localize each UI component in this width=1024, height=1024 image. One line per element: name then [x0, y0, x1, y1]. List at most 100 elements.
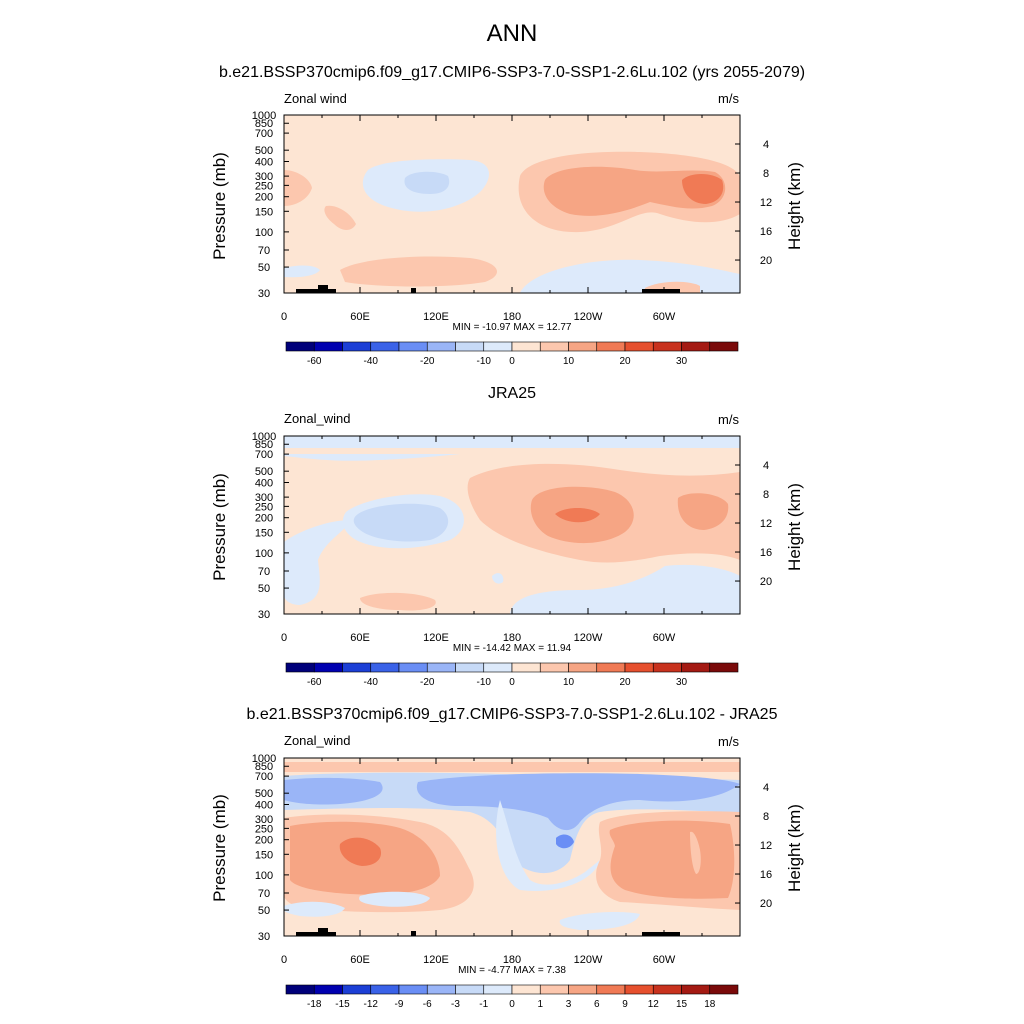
panel-3-y-axis-title: Pressure (mb)	[210, 794, 229, 902]
panel-2-contour-pos-right	[677, 493, 729, 530]
colorbar-swatch	[285, 662, 315, 673]
colorbar-swatch	[624, 984, 654, 995]
panel-1-contour-neg-inner	[404, 171, 450, 194]
panel-1-title: b.e21.BSSP370cmip6.f09_g17.CMIP6-SSP3-7.…	[218, 64, 806, 81]
colorbar-swatch	[568, 341, 598, 352]
height-tick-label: 4	[763, 782, 769, 794]
panel-2-minmax: MIN = -14.42 MAX = 11.94	[452, 643, 572, 654]
pressure-tick-label: 400	[255, 478, 273, 490]
colorbar-swatch	[342, 341, 372, 352]
height-tick-label: 8	[763, 811, 769, 823]
colorbar-label: 30	[676, 356, 688, 367]
pressure-tick-label: 700	[255, 449, 273, 461]
height-tick-label: 16	[760, 547, 772, 559]
colorbar-swatch	[652, 341, 682, 352]
colorbar-swatch	[709, 341, 739, 352]
panel-3-contour-pos-top	[284, 762, 740, 772]
colorbar-swatch	[455, 662, 485, 673]
colorbar-swatch	[370, 662, 400, 673]
panel-1-topography-americas	[642, 289, 680, 293]
panel-1-contour-pos-jet-core	[682, 174, 724, 204]
panel-1-contour-neg-lowleft	[284, 265, 320, 278]
lon-tick-label: 60E	[350, 311, 370, 323]
colorbar-label: 0	[509, 677, 515, 688]
lon-tick-label: 0	[281, 954, 287, 966]
colorbar-swatch	[370, 984, 400, 995]
panel-1-plot	[283, 114, 741, 294]
panel-2-contour-pos-jet-core	[555, 508, 600, 523]
panel-1-minmax: MIN = -10.97 MAX = 12.77	[452, 322, 572, 333]
pressure-tick-label: 400	[255, 157, 273, 169]
height-tick-label: 20	[760, 576, 772, 588]
pressure-tick-label: 150	[255, 527, 273, 539]
colorbar-swatch	[681, 662, 711, 673]
height-tick-label: 16	[760, 869, 772, 881]
pressure-tick-label: 150	[255, 849, 273, 861]
lon-tick-label: 120W	[574, 311, 603, 323]
colorbar-swatch	[709, 662, 739, 673]
pressure-tick-label: 70	[258, 245, 270, 257]
colorbar-swatch	[342, 662, 372, 673]
colorbar-label: 18	[704, 999, 716, 1010]
pressure-tick-label: 30	[258, 931, 270, 943]
lon-tick-label: 60W	[653, 954, 676, 966]
height-tick-label: 12	[760, 197, 772, 209]
colorbar-swatch	[511, 984, 541, 995]
colorbar-label: 1	[537, 999, 543, 1010]
lon-tick-label: 60W	[653, 632, 676, 644]
colorbar-label: -20	[420, 677, 435, 688]
lon-tick-label: 180	[503, 311, 521, 323]
pressure-tick-label: 200	[255, 835, 273, 847]
panel-3-contour-neg-core	[556, 834, 574, 849]
pressure-tick-label: 30	[258, 609, 270, 621]
main-title: ANN	[486, 20, 538, 47]
colorbar-swatch	[596, 662, 626, 673]
panel-2-y2-axis-title: Height (km)	[785, 483, 804, 571]
colorbar-swatch	[426, 984, 456, 995]
colorbar-swatch	[398, 662, 428, 673]
colorbar-swatch	[539, 984, 569, 995]
pressure-tick-label: 70	[258, 566, 270, 578]
pressure-tick-label: 200	[255, 513, 273, 525]
colorbar-label: 10	[563, 356, 575, 367]
pressure-tick-label: 700	[255, 128, 273, 140]
colorbar-swatch	[285, 984, 315, 995]
colorbar-swatch	[313, 984, 343, 995]
panel-2-contour-neg-lefttongue	[284, 520, 350, 605]
lon-tick-label: 120E	[423, 954, 449, 966]
colorbar-swatch	[370, 341, 400, 352]
lon-tick-label: 120W	[574, 632, 603, 644]
pressure-tick-label: 100	[255, 548, 273, 560]
colorbar-swatch	[652, 662, 682, 673]
colorbar-layer: -60 -40 -20 -10 0 10 20 30-60 -40 -20 -10 0 10 20 30-1…	[285, 341, 739, 1010]
colorbar-swatch	[342, 984, 372, 995]
panel-2-y-axis-title: Pressure (mb)	[210, 473, 229, 581]
panel-1-units-label: m/s	[718, 91, 739, 106]
colorbar-swatch	[398, 341, 428, 352]
colorbar-label: 15	[676, 999, 688, 1010]
pressure-tick-label: 250	[255, 501, 273, 513]
colorbar-label: -12	[364, 999, 379, 1010]
height-tick-label: 8	[763, 168, 769, 180]
colorbar-swatch	[681, 984, 711, 995]
pressure-tick-label: 150	[255, 206, 273, 218]
panel-1-topography-asia	[411, 288, 416, 293]
colorbar-swatch	[455, 984, 485, 995]
panel-2-contour-neg-top2	[284, 454, 460, 461]
pressure-tick-label: 1000	[252, 431, 276, 443]
panel-3-minmax: MIN = -4.77 MAX = 7.38	[458, 965, 566, 976]
panel-3-contour-neg-left	[284, 777, 383, 805]
height-tick-label: 12	[760, 840, 772, 852]
panel-1-contour-pos-small	[324, 205, 356, 230]
height-tick-label: 12	[760, 518, 772, 530]
colorbar-label: -40	[364, 356, 379, 367]
pressure-tick-label: 850	[255, 761, 273, 773]
panel-3-title: b.e21.BSSP370cmip6.f09_g17.CMIP6-SSP3-7.…	[246, 706, 778, 723]
panel-3-contour-neg-tongue	[496, 800, 600, 891]
panel-2-units-label: m/s	[718, 412, 739, 427]
panel-3-contour-neg-mid	[416, 773, 740, 831]
pressure-tick-label: 500	[255, 788, 273, 800]
panel-3-topography-asia	[411, 931, 416, 936]
colorbar-swatch	[624, 662, 654, 673]
